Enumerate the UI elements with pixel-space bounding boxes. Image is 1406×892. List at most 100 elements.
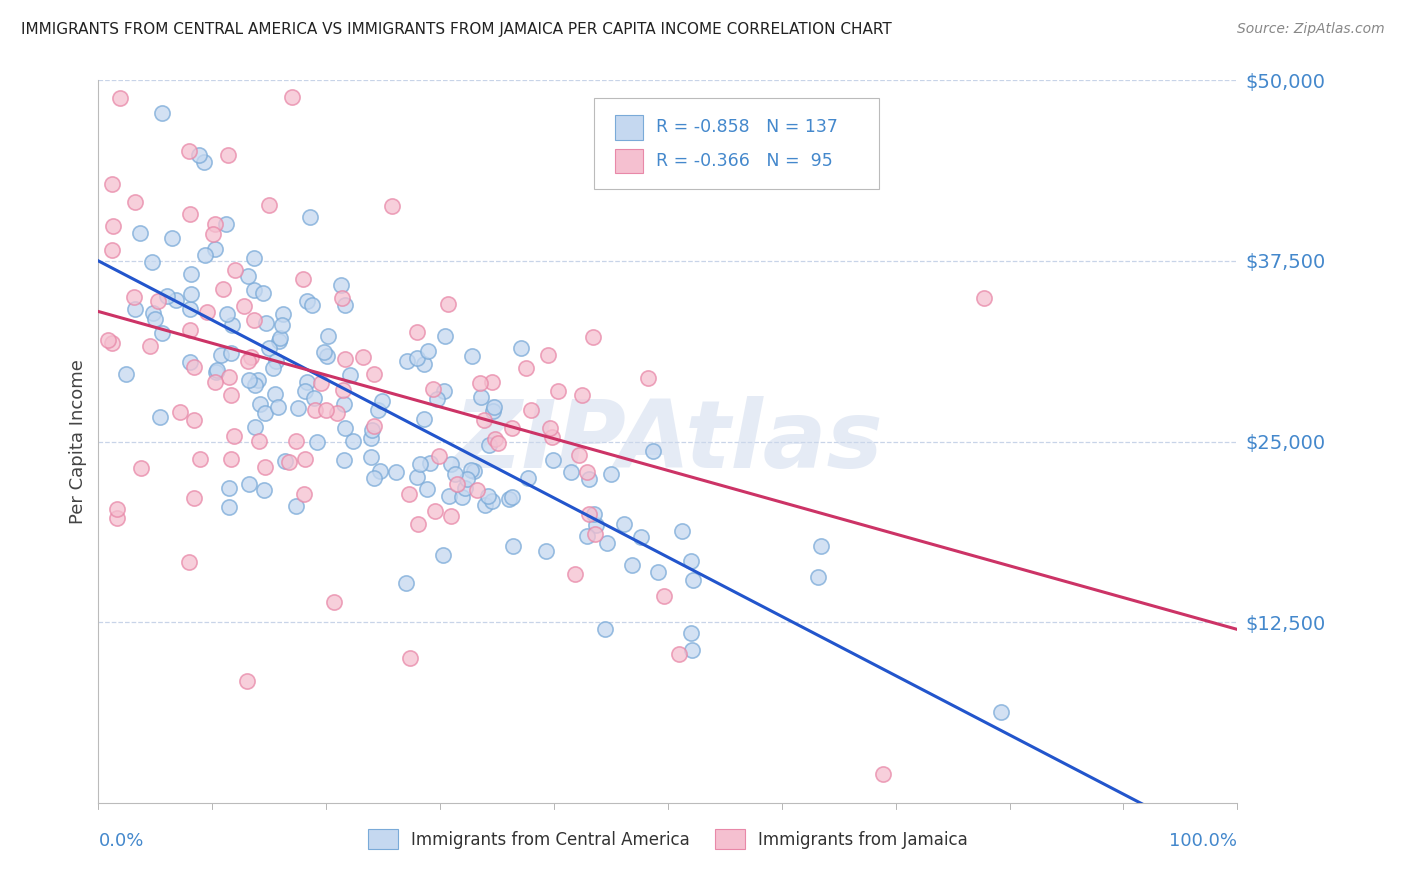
Point xyxy=(108,91,131,105)
Point xyxy=(129,227,152,241)
Point xyxy=(204,376,226,390)
Point xyxy=(179,207,201,221)
Point xyxy=(165,293,187,307)
Point xyxy=(432,549,454,563)
Point xyxy=(419,456,441,470)
Point xyxy=(396,354,419,368)
Point xyxy=(202,227,225,242)
Point xyxy=(143,312,166,326)
Point xyxy=(333,397,356,411)
Point xyxy=(243,313,266,327)
Point xyxy=(463,464,485,478)
Point xyxy=(252,285,274,300)
Point xyxy=(188,451,211,466)
Point xyxy=(585,527,607,541)
Point xyxy=(547,384,569,398)
Point xyxy=(187,148,209,162)
Text: Source: ZipAtlas.com: Source: ZipAtlas.com xyxy=(1237,22,1385,37)
Point xyxy=(221,388,243,402)
Point xyxy=(454,481,477,495)
Point xyxy=(284,434,307,449)
Point xyxy=(654,589,676,603)
Point xyxy=(330,291,353,305)
Point xyxy=(370,464,392,478)
Point xyxy=(360,450,382,465)
Point xyxy=(273,453,295,467)
Point xyxy=(427,450,450,464)
Point xyxy=(204,243,226,257)
Point xyxy=(149,410,172,425)
Point xyxy=(465,483,488,497)
Point xyxy=(585,518,607,533)
Point xyxy=(339,368,361,382)
Point xyxy=(335,298,357,312)
Point xyxy=(474,499,496,513)
Point xyxy=(105,511,128,525)
Point xyxy=(484,432,506,446)
Point xyxy=(179,145,201,159)
Point xyxy=(183,491,205,505)
Point xyxy=(156,289,179,303)
Point xyxy=(412,412,434,426)
Point xyxy=(235,674,257,689)
Point xyxy=(115,368,138,382)
Point xyxy=(596,536,619,550)
Point xyxy=(316,350,339,364)
Point xyxy=(416,482,439,496)
Point xyxy=(623,171,645,186)
Point xyxy=(384,466,406,480)
FancyBboxPatch shape xyxy=(616,149,644,173)
Point xyxy=(333,351,356,366)
Point xyxy=(460,463,482,477)
Text: R = -0.858   N = 137: R = -0.858 N = 137 xyxy=(655,119,838,136)
Point xyxy=(236,268,259,283)
Point xyxy=(398,487,420,501)
FancyBboxPatch shape xyxy=(616,115,644,139)
Point xyxy=(434,329,457,343)
Point xyxy=(214,217,236,231)
Text: 100.0%: 100.0% xyxy=(1170,831,1237,850)
Point xyxy=(101,243,124,257)
Point xyxy=(461,349,484,363)
Point xyxy=(139,339,162,353)
Point xyxy=(150,326,173,341)
Point xyxy=(540,429,562,443)
Point xyxy=(418,344,440,359)
Point xyxy=(280,90,302,104)
Point xyxy=(238,373,260,387)
Point xyxy=(247,373,270,387)
Point xyxy=(243,283,266,297)
Point xyxy=(277,455,299,469)
Point xyxy=(332,383,354,397)
Point xyxy=(576,465,599,479)
Point xyxy=(322,595,344,609)
Point xyxy=(409,457,432,471)
Point xyxy=(501,490,523,504)
Point xyxy=(394,576,416,591)
Point xyxy=(541,452,564,467)
Point xyxy=(599,467,621,481)
Point xyxy=(534,544,557,558)
Point xyxy=(568,448,591,462)
Point xyxy=(267,334,290,348)
Point xyxy=(295,293,318,308)
Point xyxy=(291,272,314,286)
Point xyxy=(578,472,600,486)
Point xyxy=(124,301,146,316)
Point xyxy=(218,500,240,515)
Point xyxy=(472,413,495,427)
Point xyxy=(593,623,616,637)
FancyBboxPatch shape xyxy=(593,98,879,189)
Point xyxy=(249,397,271,411)
Text: IMMIGRANTS FROM CENTRAL AMERICA VS IMMIGRANTS FROM JAMAICA PER CAPITA INCOME COR: IMMIGRANTS FROM CENTRAL AMERICA VS IMMIG… xyxy=(21,22,891,37)
Point xyxy=(537,348,560,362)
Point xyxy=(264,386,287,401)
Point xyxy=(681,642,703,657)
Point xyxy=(205,365,228,379)
Point xyxy=(195,305,218,319)
Point xyxy=(582,330,605,344)
Point xyxy=(124,194,146,209)
Point xyxy=(516,471,538,485)
Point xyxy=(637,371,659,385)
Point xyxy=(315,403,337,417)
